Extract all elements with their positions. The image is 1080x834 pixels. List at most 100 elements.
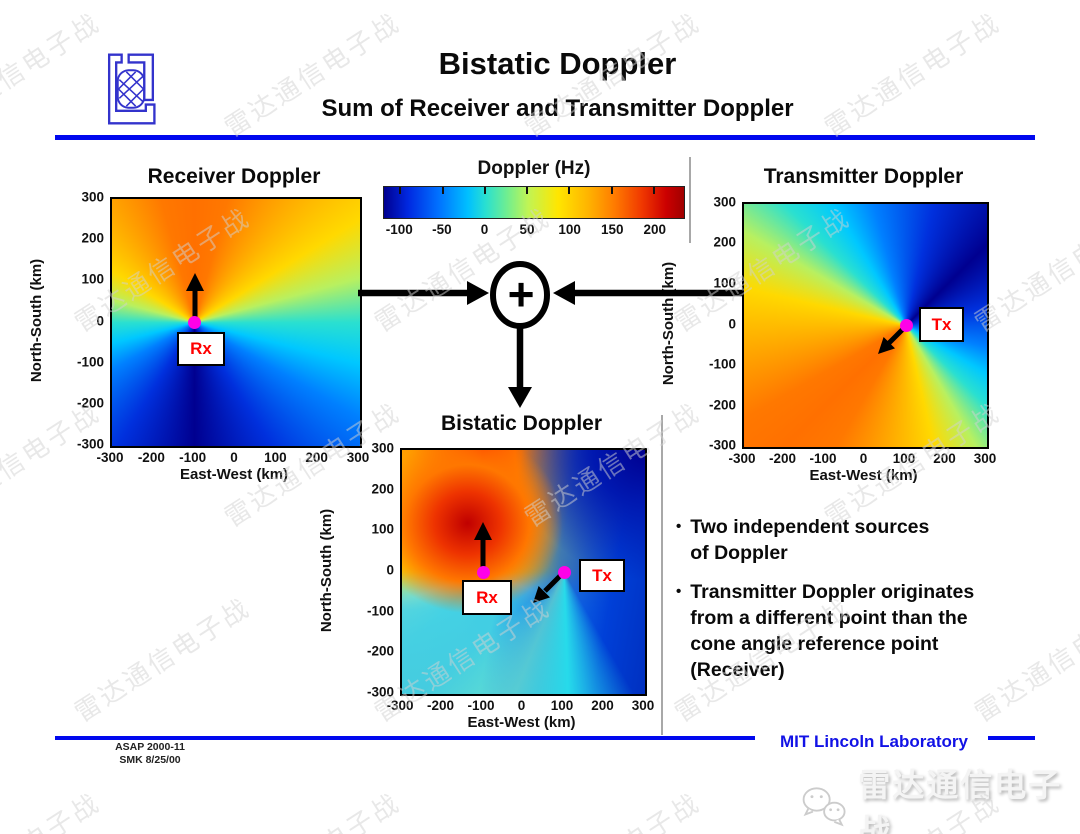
note-text: Two independent sources of Doppler <box>690 516 930 564</box>
receiver-x-axis-label: East-West (km) <box>179 466 289 483</box>
receiver-plot-title: Receiver Doppler <box>147 165 321 188</box>
header-rule <box>55 135 1035 140</box>
bistatic-x-ticks: -300 -200 -100 0 100 200 300 <box>386 698 654 714</box>
watermark-text: 雷达通信电子战 <box>0 783 107 834</box>
brand-name: 雷达通信电子战 <box>858 767 1063 834</box>
tick-label: 200 <box>305 450 328 465</box>
colorbar-title: Doppler (Hz) <box>477 158 591 179</box>
adder-circle <box>490 261 550 329</box>
bistatic-y-ticks: 300 200 100 0 -100 -200 -300 <box>356 441 396 700</box>
transmitter-x-ticks: -300 -200 -100 0 100 200 300 <box>728 451 996 467</box>
tick-label: 200 <box>643 222 667 237</box>
tick-label <box>441 187 444 194</box>
tick-label: -100 <box>809 451 837 466</box>
notes-list: • Two independent sources of Doppler • T… <box>676 514 1072 696</box>
adder-plus-icon: + <box>507 268 535 320</box>
tick-label: 200 <box>713 234 736 250</box>
tick-label: 100 <box>264 450 287 465</box>
tick-label: -100 <box>385 222 413 237</box>
tick-label <box>653 187 655 194</box>
receiver-heatmap: Rx <box>110 197 362 448</box>
bistatic-x-axis-label: East-West (km) <box>467 714 576 731</box>
tick-label: 200 <box>591 698 614 713</box>
tick-label: 0 <box>230 450 238 465</box>
watermark-text: 雷达通信电子战 <box>69 591 256 728</box>
list-item: • Transmitter Doppler originates from a … <box>676 579 1072 683</box>
colorbar-tick-marks <box>384 187 684 218</box>
brand-badge: 雷达通信电子战 <box>798 760 1080 834</box>
tx-marker-label: Tx <box>919 307 964 342</box>
tick-label: -100 <box>179 450 207 465</box>
tick-label: 0 <box>728 316 736 331</box>
tick-label: -50 <box>432 222 452 237</box>
bullet-icon: • <box>676 583 682 600</box>
bistatic-plot-title: Bistatic Doppler <box>440 412 603 435</box>
receiver-doppler-plot: Receiver Doppler North-South (km) 300 200… <box>28 163 380 503</box>
tick-label: 300 <box>371 440 394 456</box>
tick-label <box>483 187 486 194</box>
tick-label <box>610 187 613 194</box>
watermark-text: 雷达通信电子战 <box>0 6 106 143</box>
tick-label: -300 <box>386 698 414 713</box>
tick-label: 200 <box>371 481 394 497</box>
bullet-icon: • <box>676 518 682 535</box>
summation-arrows <box>358 261 742 408</box>
tick-label: -100 <box>366 603 394 619</box>
transmitter-doppler-plot: Transmitter Doppler North-South (km) 300… <box>661 163 1012 503</box>
tick-label: -100 <box>467 698 495 713</box>
tick-label: 100 <box>558 222 581 237</box>
tick-label: 100 <box>892 451 916 466</box>
bistatic-y-axis-label: North-South (km) <box>318 508 336 632</box>
tick-label: 0 <box>480 222 489 237</box>
tick-label: -200 <box>137 450 165 465</box>
tick-label: 100 <box>713 275 736 291</box>
tick-label: -200 <box>768 451 796 466</box>
slide-subtitle: Sum of Receiver and Transmitter Doppler <box>321 95 794 122</box>
tick-label: 300 <box>631 698 655 713</box>
tick-label: 0 <box>517 698 526 713</box>
watermark-text: 雷达通信电子战 <box>216 783 406 834</box>
transmitter-heatmap: Tx <box>742 202 989 449</box>
organization-name: MIT Lincoln Laboratory <box>780 732 968 751</box>
transmitter-y-ticks: 300 200 100 0 -100 -200 -300 <box>698 195 738 453</box>
tick-label: 0 <box>96 313 104 328</box>
receiver-x-ticks: -300 -200 -100 0 100 200 300 <box>96 450 369 466</box>
footer-rule-right <box>988 736 1035 740</box>
tick-label <box>568 187 571 194</box>
tick-label <box>526 187 529 194</box>
wechat-icon <box>802 787 846 827</box>
tick-label: -100 <box>76 354 104 370</box>
tick-label: 0 <box>386 562 394 578</box>
tick-label: -300 <box>728 451 756 466</box>
transmitter-position-dot <box>900 319 913 332</box>
tick-label: 100 <box>550 698 574 713</box>
footer-meta: ASAP 2000-11 SMK 8/25/00 <box>90 741 210 766</box>
colorbar-tick-labels: -100 -50 0 50 100 150 200 <box>383 222 685 242</box>
rx-marker-label: Rx <box>177 332 225 366</box>
tick-label: -300 <box>76 436 104 452</box>
colorbar-gradient <box>383 186 685 219</box>
tick-label: 200 <box>933 451 956 466</box>
tick-label: -300 <box>96 450 124 465</box>
tick-label: 200 <box>81 230 104 246</box>
doppler-colorbar: Doppler (Hz) -100 -50 0 50 100 150 200 <box>383 158 685 242</box>
tick-label: -200 <box>76 395 104 411</box>
divider-colorbar <box>689 157 691 243</box>
bistatic-rx-marker-label: Rx <box>462 580 512 615</box>
tick-label: 100 <box>371 521 394 537</box>
tick-label: 0 <box>859 451 868 466</box>
tick-label: -300 <box>708 437 736 453</box>
bistatic-heatmap: Rx Tx <box>400 448 647 696</box>
bistatic-rx-position-dot <box>477 566 490 579</box>
bistatic-doppler-plot: Bistatic Doppler North-South (km) 300 200… <box>318 410 670 750</box>
tick-label: 150 <box>600 222 624 237</box>
receiver-y-axis-label: North-South (km) <box>28 258 46 383</box>
tick-label: 100 <box>81 271 104 287</box>
tick-label: 300 <box>81 189 104 205</box>
watermark-text: 雷达通信电子战 <box>516 783 706 834</box>
tick-label: 300 <box>346 450 370 465</box>
bistatic-tx-marker-label: Tx <box>579 559 625 592</box>
tick-label: -100 <box>708 356 736 372</box>
author-date: SMK 8/25/00 <box>119 753 181 766</box>
